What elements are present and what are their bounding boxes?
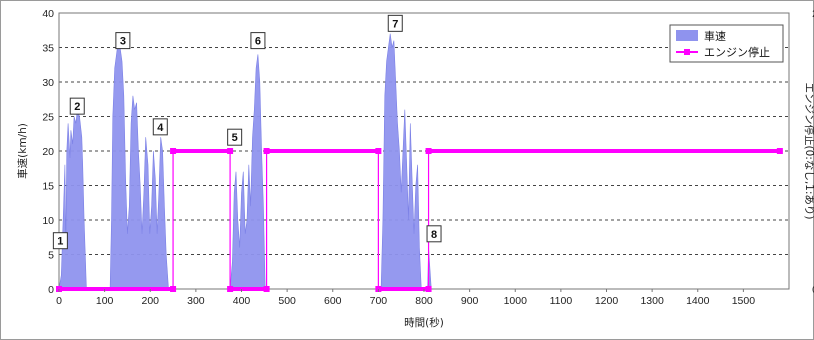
x-tick-label-6: 600 [324,295,342,307]
callout-label-7: 7 [392,18,398,30]
x-tick-label-10: 1000 [504,295,528,307]
x-tick-label-4: 400 [233,295,251,307]
y-right-tick-label-1: 1 [812,146,814,158]
callout-box-3 [115,32,131,50]
legend-marker-stop [684,49,690,55]
y-right-tick-label-0: 0 [812,284,814,296]
x-tick-label-9: 900 [461,295,479,307]
callout-box-5 [227,128,243,146]
x-tick-labels: 0 100 200 300 400 500 600 700 800 900 1000 1100 1200… [56,289,755,307]
x-tick-label-14: 1400 [686,295,710,307]
callout-label-2: 2 [74,101,80,113]
y-right-tick-labels: 0 1 2 [812,8,814,296]
engine-stop-layer [56,148,783,292]
x-tick-label-5: 500 [278,295,296,307]
legend-label-stop: エンジン停止 [704,45,770,59]
engine-stop-marker-6 [263,148,270,154]
y-left-tick-label-2: 10 [42,215,54,227]
callout-label-8: 8 [431,229,437,241]
callout-3: 3 [115,32,131,50]
callout-4: 4 [152,118,168,136]
x-axis-title: 時間(秒) [404,316,444,329]
x-tick-label-8: 800 [415,295,433,307]
x-tick-label-0: 0 [56,295,62,307]
engine-stop-marker-2 [170,148,177,154]
callout-labels: 1 2 3 4 5 6 7 8 [52,14,442,250]
y-left-tick-label-7: 35 [42,43,54,55]
y-left-tick-label-1: 5 [48,250,54,262]
engine-stop-marker-10 [425,148,432,154]
x-tick-label-1: 100 [96,295,114,307]
x-tick-label-13: 1300 [640,295,664,307]
y-left-tick-label-3: 15 [42,181,54,193]
legend: 車速 エンジン停止 [669,24,784,63]
engine-stop-marker-3 [227,148,234,154]
engine-stop-marker-5 [263,286,270,292]
y-left-tick-label-0: 0 [48,284,54,296]
x-tick-label-12: 1200 [595,295,619,307]
callout-8: 8 [426,225,442,243]
callout-2: 2 [69,97,85,115]
speed-area-2 [229,54,266,290]
x-tick-label-11: 1100 [550,295,573,307]
callout-label-5: 5 [232,132,238,144]
legend-label-speed: 車速 [704,29,726,43]
callout-7: 7 [387,14,403,32]
y-right-axis-title: エンジン停止(0:なし,1:あり) [803,83,814,220]
y-right-tick-label-2: 2 [812,8,814,20]
callout-label-3: 3 [120,36,126,48]
x-tick-label-3: 300 [187,295,205,307]
callout-label-1: 1 [57,236,63,248]
y-left-tick-label-8: 40 [42,8,54,20]
engine-stop-marker-1 [170,286,177,292]
y-left-tick-labels: 0 5 10 15 20 25 30 35 40 [42,8,54,296]
callout-box-1 [52,232,68,250]
callout-5: 5 [227,128,243,146]
y-left-tick-label-4: 20 [42,146,54,158]
legend-swatch-speed [676,30,698,41]
callout-1: 1 [52,232,68,250]
callout-box-6 [250,32,266,50]
y-left-tick-label-6: 30 [42,77,54,89]
speed-area-3 [380,33,422,290]
x-tick-label-2: 200 [141,295,159,307]
engine-stop-marker-7 [375,148,382,154]
callout-box-7 [387,14,403,32]
x-tick-label-15: 1500 [732,295,756,307]
engine-stop-marker-11 [776,148,783,154]
callout-label-4: 4 [157,122,164,134]
engine-stop-marker-4 [227,286,234,292]
callout-box-4 [152,118,168,136]
callout-box-2 [69,97,85,115]
x-tick-label-7: 700 [370,295,388,307]
callout-6: 6 [250,32,266,50]
callout-label-6: 6 [255,36,261,48]
y-left-tick-label-5: 25 [42,112,54,124]
engine-stop-marker-9 [425,286,432,292]
y-left-axis-title: 車速(km/h) [16,123,29,179]
callout-box-8 [426,225,442,243]
